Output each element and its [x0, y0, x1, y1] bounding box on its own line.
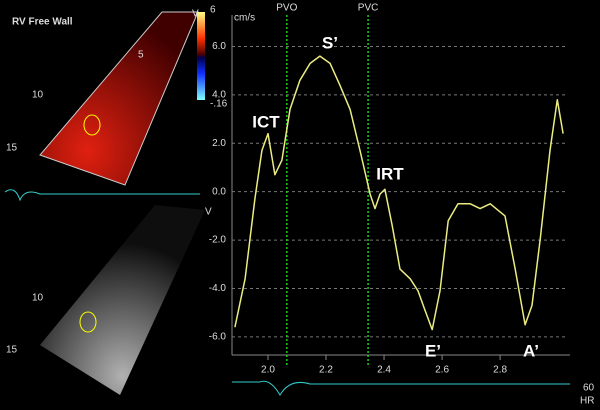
ecg-strip: [232, 380, 570, 396]
color-sector: [39, 11, 199, 186]
y-tick-label: -2.0: [209, 235, 227, 246]
depth-label: 10: [32, 293, 44, 304]
color-scale: [197, 12, 205, 100]
x-tick-label: 2.2: [319, 365, 333, 376]
velocity-trace: [234, 55, 564, 331]
depth-label: 15: [6, 143, 18, 154]
x-tick-label: 2.4: [377, 365, 391, 376]
y-tick-label: 4.0: [212, 90, 226, 101]
depth-label: 5: [138, 50, 144, 61]
y-tick-label: 6.0: [212, 41, 226, 52]
event-label: PVC: [358, 3, 379, 14]
sample-volume: [79, 311, 97, 333]
scale-top: 6: [210, 5, 216, 16]
y-tick-label: -6.0: [209, 332, 227, 343]
sample-volume: [83, 114, 101, 136]
heart-rate: 60: [583, 383, 595, 394]
scale-bottom: -.16: [210, 99, 228, 110]
y-unit: cm/s: [234, 13, 255, 24]
annotation: A’: [523, 341, 539, 360]
annotation: S’: [322, 33, 338, 52]
depth-label: 15: [6, 345, 18, 356]
y-tick-label: 0.0: [212, 186, 226, 197]
annotation: E’: [425, 341, 441, 360]
v-mark: V: [192, 9, 199, 20]
ecg-strip: [4, 189, 200, 202]
x-tick-label: 2.6: [435, 365, 449, 376]
bmode-sector: [40, 205, 205, 395]
event-label: PVO: [276, 3, 297, 14]
depth-label: 10: [32, 90, 44, 101]
heart-rate-unit: HR: [580, 396, 594, 407]
annotation: ICT: [252, 112, 280, 131]
annotation: IRT: [376, 164, 404, 183]
y-tick-label: 2.0: [212, 138, 226, 149]
x-tick-label: 2.8: [493, 365, 507, 376]
panel-title: RV Free Wall: [12, 17, 73, 28]
x-tick-label: 2.0: [261, 365, 275, 376]
y-tick-label: -4.0: [209, 283, 227, 294]
v-mark: V: [205, 207, 212, 218]
